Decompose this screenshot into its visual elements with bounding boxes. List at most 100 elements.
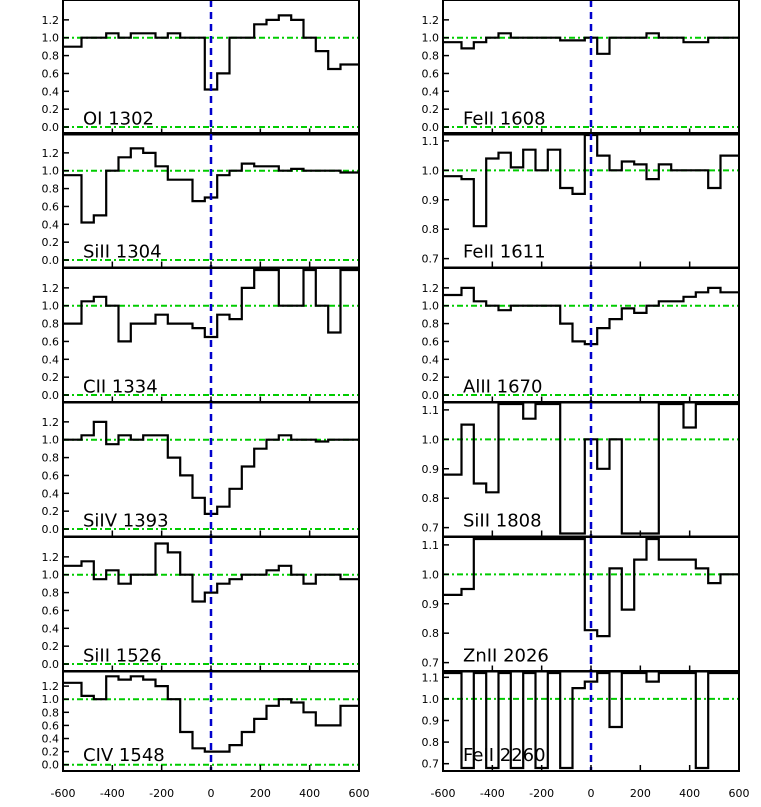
y-tick-label: 0.2: [42, 640, 60, 653]
y-tick-label: 0.4: [422, 85, 440, 98]
y-tick-label: 1.0: [42, 32, 60, 45]
y-tick-label: 0.2: [42, 103, 60, 116]
y-tick-label: 1.2: [422, 14, 440, 27]
flux-histogram: [443, 133, 739, 228]
transition-label: CII 1334: [83, 377, 158, 398]
y-tick-label: 0.8: [422, 492, 440, 505]
transition-label: FeII 1608: [463, 109, 546, 130]
y-tick-label: 0.8: [422, 223, 440, 236]
y-tick-label: 0.7: [422, 657, 440, 670]
spectrum-panel: 0.0 0.2 0.4 0.6 0.8 1.0 1.2 FeII 1608: [422, 0, 740, 136]
y-tick-label: 1.1: [422, 671, 440, 684]
flux-histogram: [443, 32, 739, 55]
y-tick-label: 0.2: [42, 505, 60, 518]
y-tick-label: 0.0: [42, 759, 60, 772]
spectrum-panel: 0.0 0.2 0.4 0.6 0.8 1.0 1.2 AlII 1670: [422, 267, 740, 404]
y-tick-label: 0.7: [422, 758, 440, 771]
transition-label: SiII 1304: [83, 242, 162, 263]
y-tick-label: 0.7: [422, 522, 440, 535]
y-tick-label: 1.2: [42, 147, 60, 160]
y-tick-label: 0.9: [422, 598, 440, 611]
x-tick-label: -200: [529, 787, 554, 800]
x-tick-label: 600: [729, 787, 750, 800]
flux-histogram: [443, 402, 739, 535]
x-tick-label: 0: [208, 787, 215, 800]
y-tick-label: 0.8: [422, 736, 440, 749]
spectrum-panel: 0.0 0.2 0.4 0.6 0.8 1.0 1.2 SiII 1304: [42, 132, 360, 269]
y-tick-label: 1.0: [42, 693, 60, 706]
y-tick-label: 0.8: [422, 627, 440, 640]
y-tick-label: 0.9: [422, 194, 440, 207]
y-tick-label: 1.0: [42, 434, 60, 447]
y-tick-label: 0.8: [42, 183, 60, 196]
y-tick-label: 0.6: [42, 719, 60, 732]
flux-histogram: [63, 14, 359, 91]
transition-label: AlII 1670: [463, 377, 542, 398]
y-tick-label: 0.7: [422, 253, 440, 266]
y-tick-label: 0.8: [42, 706, 60, 719]
y-tick-label: 0.0: [422, 389, 440, 402]
flux-histogram: [443, 286, 739, 346]
y-tick-label: 0.4: [422, 353, 440, 366]
y-tick-label: 0.8: [422, 318, 440, 331]
y-tick-label: 0.4: [42, 487, 60, 500]
x-tick-label: -400: [480, 787, 505, 800]
y-tick-label: 0.8: [422, 50, 440, 63]
spectrum-panel: 0.0 0.2 0.4 0.6 0.8 1.0 1.2 SiIV 1393: [42, 401, 360, 538]
y-tick-label: 0.0: [42, 523, 60, 536]
y-tick-label: 0.6: [42, 604, 60, 617]
x-tick-label: 0: [588, 787, 595, 800]
y-tick-label: 0.6: [422, 335, 440, 348]
flux-histogram: [63, 147, 359, 224]
spectrum-panel: 0.7 0.8 0.9 1.0 1.1 FeII 1611: [422, 132, 740, 269]
spectrum-panel: 0.0 0.2 0.4 0.6 0.8 1.0 1.2 CII 1334: [42, 267, 360, 404]
x-tick-label: 400: [679, 787, 700, 800]
y-tick-label: 0.0: [422, 121, 440, 134]
spectrum-panel: 0.00.20.40.60.81.01.2 CIV 1548: [42, 670, 360, 772]
flux-histogram: [443, 671, 739, 770]
y-tick-label: 1.0: [42, 165, 60, 178]
x-tick-label: 200: [250, 787, 271, 800]
y-tick-label: 1.1: [422, 404, 440, 417]
spectrum-panel: 0.7 0.8 0.9 1.0 1.1 SiII 1808: [422, 401, 740, 538]
y-tick-label: 0.2: [422, 371, 440, 384]
y-tick-label: 0.4: [42, 353, 60, 366]
y-tick-label: 0.8: [42, 50, 60, 63]
y-tick-label: 1.2: [42, 416, 60, 429]
flux-histogram: [63, 675, 359, 753]
transition-label: FeII 1611: [463, 242, 546, 263]
y-tick-label: 0.8: [42, 587, 60, 600]
x-tick-label: 400: [299, 787, 320, 800]
transition-label: ZnII 2026: [463, 646, 549, 667]
flux-histogram: [443, 537, 739, 638]
y-tick-label: 0.6: [42, 469, 60, 482]
y-tick-label: 0.9: [422, 463, 440, 476]
y-tick-label: 1.0: [422, 164, 440, 177]
transition-label: SiIV 1393: [83, 511, 169, 532]
y-tick-label: 1.1: [422, 539, 440, 552]
x-tick-label: 200: [630, 787, 651, 800]
y-tick-label: 1.0: [42, 300, 60, 313]
y-tick-label: 1.0: [422, 568, 440, 581]
flux-histogram: [63, 420, 359, 515]
y-tick-label: 0.2: [42, 371, 60, 384]
y-tick-label: 1.0: [422, 693, 440, 706]
y-tick-label: 0.4: [42, 85, 60, 98]
y-tick-label: 0.6: [42, 335, 60, 348]
y-tick-label: 0.0: [42, 254, 60, 267]
x-tick-label: 600: [349, 787, 370, 800]
x-tick-label: -600: [431, 787, 456, 800]
y-tick-label: 0.8: [42, 452, 60, 465]
y-tick-label: 0.0: [42, 389, 60, 402]
transition-label: SiII 1808: [463, 511, 542, 532]
y-tick-label: 0.2: [42, 236, 60, 249]
x-tick-label: -200: [149, 787, 174, 800]
y-tick-label: 1.1: [422, 135, 440, 148]
y-tick-label: 0.6: [42, 200, 60, 213]
spectrum-panel: 0.0 0.2 0.4 0.6 0.8 1.0 1.2 SiII 1526: [42, 536, 360, 673]
y-tick-label: 0.0: [42, 658, 60, 671]
flux-histogram: [63, 542, 359, 603]
y-tick-label: 0.4: [42, 218, 60, 231]
transition-label: FeII 2260: [463, 745, 546, 766]
